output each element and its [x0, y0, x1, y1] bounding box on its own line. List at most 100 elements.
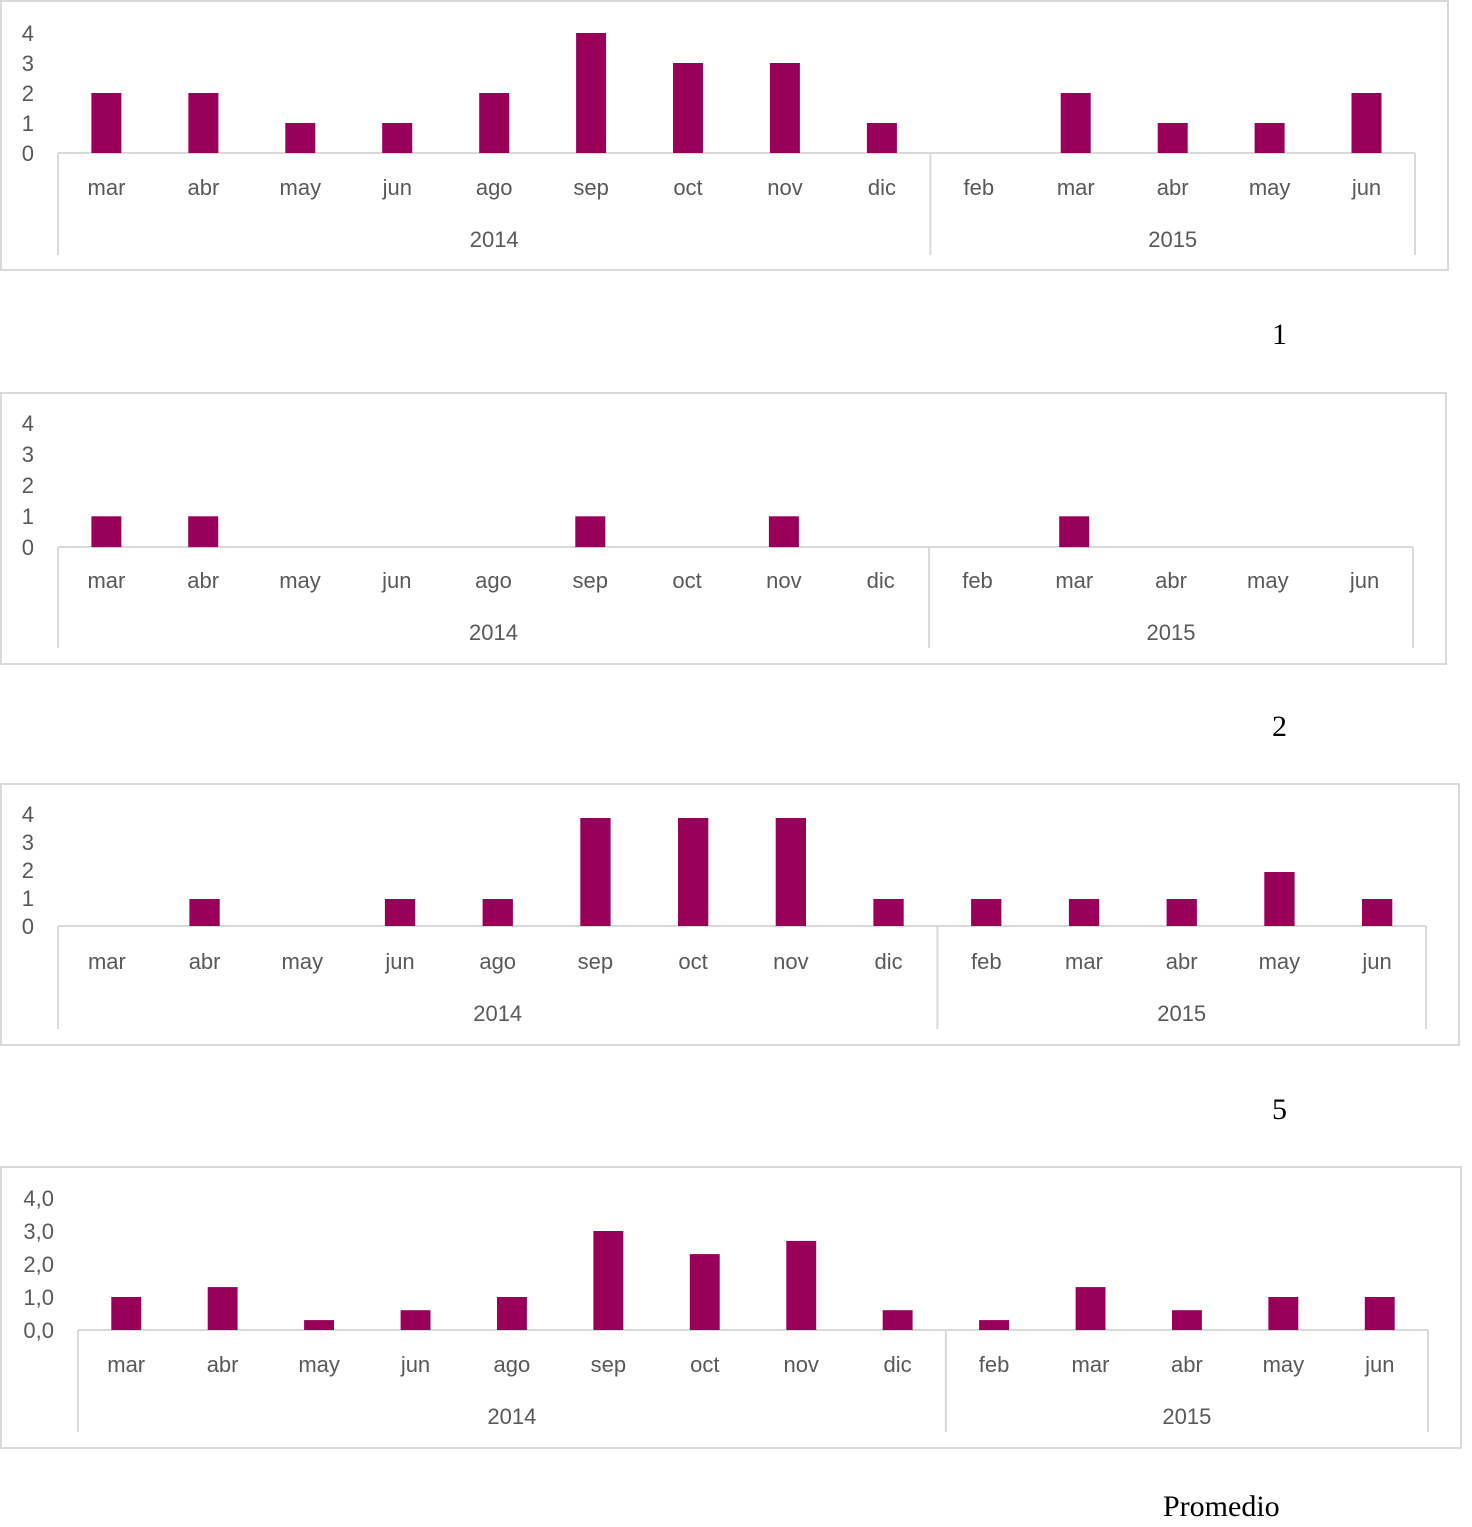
category-label: may: [279, 568, 321, 593]
y-tick-label: 4: [22, 411, 34, 436]
bar: [593, 1231, 624, 1330]
bar: [689, 1254, 720, 1330]
category-label: abr: [188, 175, 220, 200]
category-label: abr: [1166, 949, 1198, 974]
bar: [580, 818, 611, 926]
category-label: nov: [766, 568, 801, 593]
category-label: sep: [573, 568, 608, 593]
category-label: mar: [107, 1352, 145, 1377]
category-label: jun: [400, 1352, 430, 1377]
category-label: nov: [767, 175, 802, 200]
y-tick-label: 1: [22, 504, 34, 529]
bar: [1172, 1310, 1202, 1330]
bar: [1362, 899, 1393, 926]
y-tick-label: 3: [22, 442, 34, 467]
category-label: jun: [1349, 568, 1379, 593]
bar: [479, 93, 510, 153]
category-label: may: [298, 1352, 340, 1377]
category-label: ago: [494, 1352, 531, 1377]
category-label: jun: [1351, 175, 1381, 200]
category-label: sep: [573, 175, 608, 200]
bar: [285, 123, 316, 153]
bar: [575, 516, 606, 548]
bar: [384, 899, 416, 926]
bar: [382, 123, 413, 153]
category-label: mar: [1065, 949, 1103, 974]
chart-4-svg: 0,0 1,0 2,0 3,0 4,0 mar abr may jun ago sep oct nov d…: [23, 1186, 1429, 1432]
category-label: jun: [384, 949, 414, 974]
bar: [678, 818, 709, 926]
y-tick-label: 0: [22, 141, 34, 166]
category-label: abr: [187, 568, 219, 593]
category-label: jun: [381, 568, 411, 593]
chart-panel-3: 0 1 2 3 4 mar abr may jun ago sep oct nov dic 2014 feb m…: [0, 783, 1460, 1046]
group-label: 2014: [487, 1404, 536, 1429]
bar: [1075, 1287, 1106, 1330]
chart-3-caption: 5: [1272, 1093, 1287, 1126]
bar: [111, 1297, 142, 1330]
bar: [400, 1310, 431, 1330]
y-tick-label: 3: [22, 830, 34, 855]
chart-panel-1: 0 1 2 3 4 mar abr may jun ago sep oct nov dic 2014 feb m…: [0, 0, 1449, 271]
bar: [971, 899, 1002, 926]
y-tick-label: 0: [22, 535, 34, 560]
group-label: 2015: [1162, 1404, 1211, 1429]
chart-4-caption: Promedio: [1163, 1490, 1280, 1523]
bar: [1059, 516, 1090, 548]
category-label: ago: [475, 568, 512, 593]
category-label: sep: [591, 1352, 626, 1377]
category-label: mar: [1057, 175, 1095, 200]
category-label: dic: [868, 175, 896, 200]
category-label: jun: [1361, 949, 1391, 974]
category-label: may: [1259, 949, 1301, 974]
bar: [786, 1240, 817, 1330]
y-tick-label: 2: [22, 858, 34, 883]
bar: [1068, 899, 1100, 926]
chart-panel-4: 0,0 1,0 2,0 3,0 4,0 mar abr may jun ago sep oct nov d…: [0, 1166, 1462, 1449]
bar: [482, 899, 513, 926]
category-label: nov: [783, 1352, 818, 1377]
group-label: 2014: [470, 227, 519, 252]
category-label: dic: [867, 568, 895, 593]
chart-2-caption: 2: [1272, 710, 1287, 743]
category-label: ago: [476, 175, 513, 200]
group-label: 2014: [473, 1001, 522, 1026]
category-label: mar: [88, 949, 126, 974]
category-label: abr: [1171, 1352, 1203, 1377]
y-tick-label: 3: [22, 51, 34, 76]
bar: [673, 63, 703, 153]
category-label: oct: [678, 949, 707, 974]
category-label: mar: [88, 175, 126, 200]
category-label: jun: [1364, 1352, 1394, 1377]
category-label: feb: [964, 175, 995, 200]
category-label: may: [1247, 568, 1289, 593]
chart-1-caption: 1: [1272, 318, 1287, 351]
group-label: 2015: [1157, 1001, 1206, 1026]
bar: [91, 516, 122, 548]
bar: [1351, 93, 1382, 153]
category-label: sep: [578, 949, 613, 974]
bar: [189, 899, 220, 926]
bar: [207, 1287, 238, 1330]
y-tick-label: 0: [22, 914, 34, 939]
bar: [769, 63, 800, 153]
category-label: abr: [1157, 175, 1189, 200]
bar: [188, 516, 219, 548]
category-label: may: [282, 949, 324, 974]
bar: [304, 1320, 334, 1330]
chart-panel-2: 0 1 2 3 4 mar abr may jun ago sep oct nov dic 2014 feb m…: [0, 392, 1447, 665]
category-label: oct: [690, 1352, 719, 1377]
category-label: may: [1263, 1352, 1305, 1377]
bar: [576, 33, 607, 153]
y-tick-label: 4: [22, 802, 34, 827]
category-label: oct: [673, 175, 702, 200]
group-label: 2014: [469, 620, 518, 645]
category-label: abr: [189, 949, 221, 974]
category-label: dic: [875, 949, 903, 974]
bar: [882, 1310, 913, 1330]
bar: [775, 818, 806, 926]
category-label: ago: [479, 949, 516, 974]
bar: [1264, 872, 1295, 926]
y-tick-label: 1: [22, 886, 34, 911]
bar: [1254, 123, 1285, 153]
